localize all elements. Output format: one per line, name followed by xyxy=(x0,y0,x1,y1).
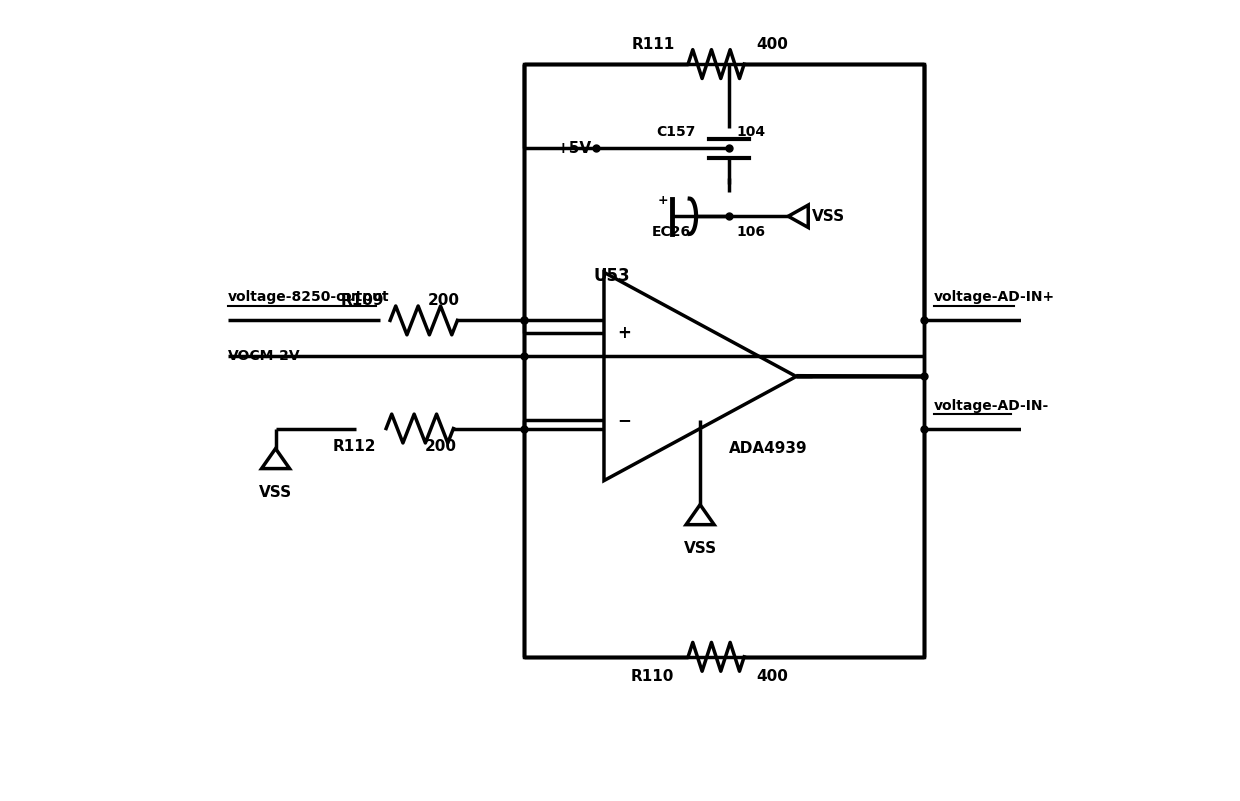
Text: C157: C157 xyxy=(657,125,696,139)
Text: R110: R110 xyxy=(631,670,675,684)
Text: 106: 106 xyxy=(737,225,765,239)
Text: +: + xyxy=(618,324,631,342)
Text: ADA4939: ADA4939 xyxy=(729,441,807,456)
Text: VSS: VSS xyxy=(812,209,846,223)
Text: +: + xyxy=(657,194,668,207)
Text: R112: R112 xyxy=(332,440,376,454)
Text: 200: 200 xyxy=(428,293,460,308)
Text: voltage-AD-IN-: voltage-AD-IN- xyxy=(934,399,1049,413)
Text: −: − xyxy=(618,411,631,429)
Text: 400: 400 xyxy=(756,670,789,684)
Text: +5V: +5V xyxy=(557,141,591,155)
Text: U53: U53 xyxy=(594,268,630,285)
Bar xyxy=(523,64,924,657)
Text: voltage-8250-output: voltage-8250-output xyxy=(227,291,389,304)
Text: voltage-AD-IN+: voltage-AD-IN+ xyxy=(934,291,1055,304)
Text: R109: R109 xyxy=(340,293,383,308)
Text: VSS: VSS xyxy=(683,541,717,556)
Text: R111: R111 xyxy=(631,37,675,51)
Text: 104: 104 xyxy=(737,125,765,139)
Text: EC26: EC26 xyxy=(651,225,691,239)
Text: 200: 200 xyxy=(424,440,456,454)
Text: VSS: VSS xyxy=(259,485,293,500)
Text: 400: 400 xyxy=(756,37,789,51)
Text: VOCM-2V: VOCM-2V xyxy=(227,349,300,364)
